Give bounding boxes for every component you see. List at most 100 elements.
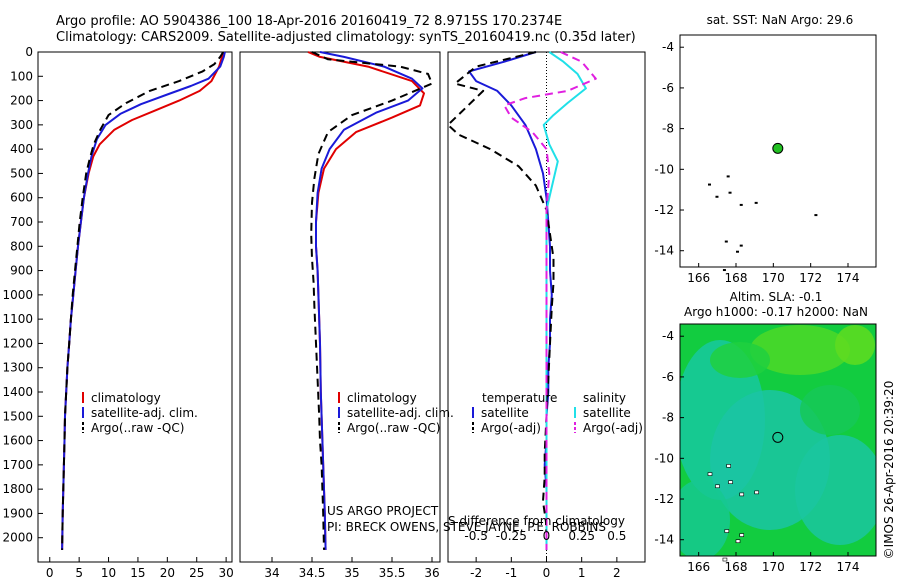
series-line-3-4 <box>503 51 597 550</box>
map-1-island <box>814 214 818 217</box>
y-tick-label: 600 <box>10 191 33 205</box>
map-1-island <box>724 240 728 243</box>
map-2-x-tick-label: 166 <box>687 560 710 574</box>
map-2-y-tick-label: -6 <box>662 370 674 384</box>
map-1-profile-marker <box>772 142 784 154</box>
series-line-1-3 <box>61 51 225 550</box>
x-tick-label: -2 <box>470 566 482 580</box>
map-2-island <box>726 464 731 468</box>
timestamp-label: ©IMOS 26-Apr-2016 20:39:20 <box>882 381 896 560</box>
map-2-title-1: Altim. SLA: -0.1 <box>730 290 823 304</box>
legend-1-label-1: climatology <box>91 391 161 405</box>
map-2-title-2: Argo h1000: -0.17 h2000: NaN <box>684 305 868 319</box>
y-tick-label: 900 <box>10 264 33 278</box>
map-2-island <box>728 480 733 485</box>
x-tick-label: 5 <box>75 566 83 580</box>
plot-frame-1 <box>37 51 233 563</box>
map-2-sla-patch <box>800 385 860 435</box>
map-1-island <box>754 201 758 204</box>
map-2-y-tick-label: -10 <box>654 451 674 465</box>
y-tick-label: 1400 <box>2 385 33 399</box>
legend-1-label-2: satellite-adj. clim. <box>91 406 198 420</box>
map-1-y-tick-label: -8 <box>662 122 674 136</box>
x-tick-label: 0 <box>543 566 551 580</box>
top-x-tick-label: 0.5 <box>607 529 626 543</box>
y-tick-label: 1600 <box>2 434 33 448</box>
legend-s-label-1: satellite <box>583 406 631 420</box>
map-1-y-tick-label: -4 <box>662 40 674 54</box>
map-2-sla-patch <box>750 325 850 375</box>
map-2-island <box>754 490 759 495</box>
series-line-3-3 <box>542 51 587 550</box>
map-1-y-tick-label: -12 <box>654 203 674 217</box>
credits-line-2: PI: BRECK OWENS, STEVE JAYNE, P.E. ROBBI… <box>327 520 606 534</box>
map-2-frame <box>679 323 877 557</box>
map-2-sla-patch <box>835 325 875 365</box>
top-x-tick-label: -0.25 <box>496 529 527 543</box>
map-1-island <box>739 203 743 206</box>
map-2-island <box>722 557 728 562</box>
map-2-island <box>715 484 720 489</box>
top-axis-label: S difference from climatology <box>448 514 625 528</box>
legend-t-label-2: Argo(-adj) <box>481 421 541 435</box>
legend-s-heading: salinity <box>583 391 626 405</box>
plot-frame-2 <box>239 51 441 563</box>
map-1-x-tick-label: 168 <box>725 271 748 285</box>
y-tick-label: 100 <box>10 69 33 83</box>
credits-line-1: US ARGO PROJECT <box>327 504 439 518</box>
map-1-x-tick-label: 166 <box>687 271 710 285</box>
legend-t-heading: temperature <box>482 391 557 405</box>
y-tick-label: 700 <box>10 215 33 229</box>
x-tick-label: 2 <box>613 566 621 580</box>
x-tick-label: 35.5 <box>379 566 406 580</box>
series-line-2-3 <box>310 51 433 550</box>
header-line-2: Climatology: CARS2009. Satellite-adjuste… <box>56 30 636 45</box>
map-1-island <box>739 244 743 247</box>
x-tick-label: 10 <box>101 566 116 580</box>
map-2-x-tick-label: 170 <box>762 560 785 574</box>
top-x-tick-label: -0.5 <box>464 529 487 543</box>
map-1-island <box>715 195 719 198</box>
legend-2-label-2: satellite-adj. clim. <box>347 406 454 420</box>
x-tick-label: 34.5 <box>299 566 326 580</box>
legend-2-label-1: climatology <box>347 391 417 405</box>
map-1-y-tick-label: -10 <box>654 162 674 176</box>
x-tick-label: 34 <box>264 566 279 580</box>
x-tick-label: 20 <box>160 566 175 580</box>
x-tick-label: 25 <box>189 566 204 580</box>
map-2-profile-marker <box>772 431 784 443</box>
top-x-tick-label: 0 <box>543 529 551 543</box>
y-tick-label: 1900 <box>2 506 33 520</box>
y-tick-label: 1500 <box>2 409 33 423</box>
y-tick-label: 0 <box>25 45 33 59</box>
map-1-island <box>728 191 732 194</box>
y-tick-label: 1000 <box>2 288 33 302</box>
map-2-sla-patch <box>795 435 876 545</box>
x-tick-label: 35 <box>344 566 359 580</box>
map-2-y-tick-label: -4 <box>662 329 674 343</box>
map-1-x-tick-label: 170 <box>762 271 785 285</box>
map-2-sla-patch <box>710 342 770 378</box>
x-tick-label: 30 <box>218 566 233 580</box>
y-tick-label: 1800 <box>2 482 33 496</box>
series-line-3-2 <box>447 51 555 550</box>
x-tick-label: -1 <box>505 566 517 580</box>
y-tick-label: 2000 <box>2 531 33 545</box>
legend-s-label-2: Argo(-adj) <box>583 421 643 435</box>
y-tick-label: 1100 <box>2 312 33 326</box>
map-2-y-tick-label: -8 <box>662 411 674 425</box>
map-2-island <box>724 529 730 533</box>
x-tick-label: 15 <box>130 566 145 580</box>
x-tick-label: 1 <box>578 566 586 580</box>
map-2-y-tick-label: -14 <box>654 533 674 547</box>
y-tick-label: 300 <box>10 118 33 132</box>
map-2-island <box>735 539 741 544</box>
legend-t-label-1: satellite <box>481 406 529 420</box>
y-tick-label: 200 <box>10 94 33 108</box>
y-tick-label: 500 <box>10 166 33 180</box>
map-2-x-tick-label: 168 <box>725 560 748 574</box>
map-1-island <box>726 175 730 178</box>
map-1-title: sat. SST: NaN Argo: 29.6 <box>707 13 854 27</box>
top-x-tick-label: 0.25 <box>568 529 595 543</box>
